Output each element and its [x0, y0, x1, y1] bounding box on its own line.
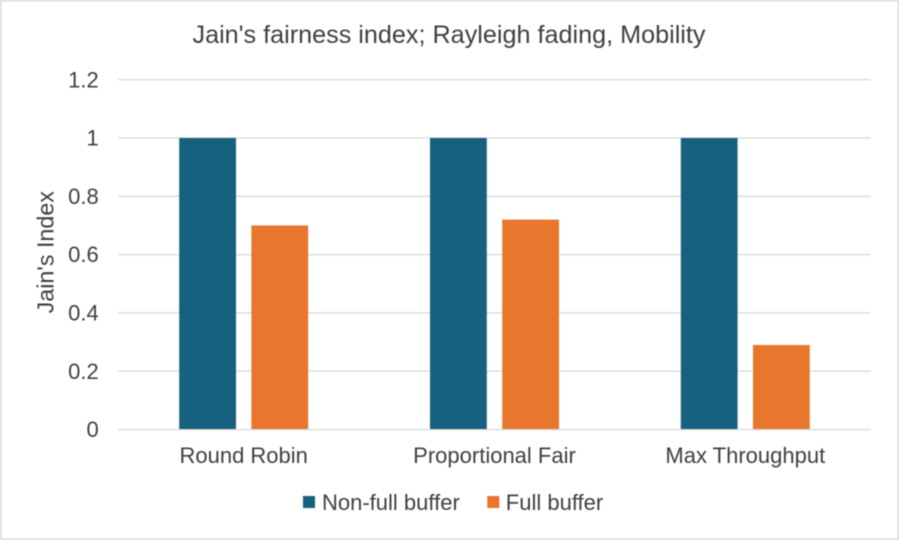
svg-text:0.8: 0.8	[68, 184, 99, 209]
svg-text:1.2: 1.2	[68, 67, 99, 92]
svg-text:Jain's fairness index; Rayleig: Jain's fairness index; Rayleigh fading, …	[192, 21, 705, 49]
svg-text:0.6: 0.6	[68, 242, 99, 267]
svg-text:Non-full buffer: Non-full buffer	[322, 490, 460, 515]
svg-text:Proportional Fair: Proportional Fair	[413, 443, 576, 468]
svg-text:Round Robin: Round Robin	[179, 443, 307, 468]
svg-text:1: 1	[86, 126, 98, 151]
svg-text:Max Throughput: Max Throughput	[665, 443, 825, 468]
svg-text:0: 0	[86, 417, 98, 442]
svg-text:0.4: 0.4	[68, 301, 99, 326]
svg-text:Jain's Index: Jain's Index	[33, 191, 59, 314]
svg-text:0.2: 0.2	[68, 359, 99, 384]
svg-text:Full buffer: Full buffer	[506, 490, 603, 515]
